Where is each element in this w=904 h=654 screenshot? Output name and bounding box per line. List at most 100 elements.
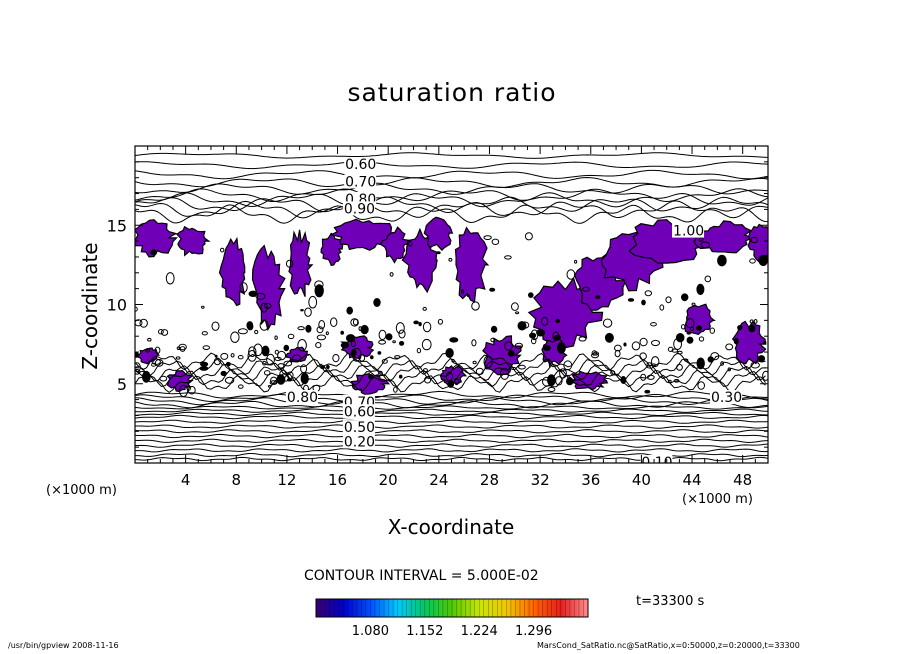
speckle-contour bbox=[304, 307, 312, 317]
speckle-contour bbox=[514, 342, 524, 349]
lower-contour-line bbox=[135, 390, 768, 399]
y-tick-label: 15 bbox=[107, 216, 127, 235]
speckle-contour bbox=[352, 318, 359, 326]
contour-label: 0.60 bbox=[344, 404, 375, 420]
speckle-contour bbox=[248, 346, 257, 358]
lower-contour-line bbox=[135, 433, 768, 439]
speckle-contour bbox=[422, 321, 432, 333]
speckle-contour bbox=[370, 355, 374, 360]
speckle-contour bbox=[179, 384, 188, 398]
speckle-contour bbox=[449, 337, 459, 343]
speckle-contour bbox=[472, 360, 477, 365]
lower-contour-line bbox=[135, 411, 768, 417]
saturated-region bbox=[218, 236, 246, 307]
speckle-contour bbox=[345, 334, 356, 343]
speckle-contour bbox=[541, 316, 549, 326]
speckle-contour bbox=[644, 389, 651, 394]
x-tick-label: 44 bbox=[682, 471, 701, 489]
speckle-contour bbox=[254, 329, 259, 335]
speckle-contour bbox=[274, 349, 279, 355]
speckle-contour bbox=[342, 346, 346, 349]
speckle-contour bbox=[368, 374, 374, 380]
speckle-contour bbox=[408, 240, 413, 247]
saturated-region bbox=[288, 229, 314, 297]
y-tick-label: 10 bbox=[107, 296, 127, 315]
speckle-contour bbox=[269, 380, 278, 385]
speckle-contour bbox=[259, 319, 269, 331]
footer-command: /usr/bin/gpview 2008-11-16 bbox=[8, 641, 119, 650]
mid-contour-line bbox=[135, 352, 766, 371]
x-tick-label: 8 bbox=[232, 471, 242, 489]
contour-label-bg bbox=[342, 201, 375, 216]
speckle-contour bbox=[350, 340, 356, 348]
speckle-contour bbox=[178, 343, 187, 351]
speckle-contour bbox=[297, 339, 307, 352]
contour-interval: CONTOUR INTERVAL = 5.000E-02 bbox=[304, 568, 539, 584]
speckle-contour bbox=[639, 337, 648, 347]
x-tick-label: 36 bbox=[581, 471, 600, 489]
speckle-contour bbox=[413, 320, 419, 325]
speckle-contour bbox=[179, 346, 186, 352]
speckle-contour bbox=[659, 304, 665, 311]
speckle-contour bbox=[639, 352, 647, 361]
mid-contour-line bbox=[135, 363, 766, 383]
saturated-region bbox=[454, 226, 490, 304]
speckle-contour bbox=[246, 321, 254, 330]
speckle-contour bbox=[147, 337, 152, 342]
speckle-contour bbox=[641, 299, 646, 306]
speckle-contour bbox=[340, 330, 345, 335]
contour-label: 0.90 bbox=[344, 201, 375, 217]
speckle-contour bbox=[248, 290, 258, 297]
speckle-contour bbox=[602, 318, 613, 328]
speckle-contour bbox=[263, 370, 271, 376]
speckle-contour bbox=[350, 348, 357, 357]
speckle-contour bbox=[277, 350, 287, 361]
speckle-contour bbox=[700, 241, 711, 249]
x-axis-label: X-coordinate bbox=[0, 515, 904, 539]
speckle-contour bbox=[150, 249, 158, 256]
x-tick-label: 28 bbox=[480, 471, 499, 489]
speckle-contour bbox=[377, 351, 382, 355]
saturated-region bbox=[379, 226, 410, 264]
speckle-contour bbox=[421, 338, 432, 351]
speckle-contour bbox=[578, 336, 587, 342]
speckle-contour bbox=[237, 355, 244, 360]
upper-contour-line bbox=[135, 169, 768, 180]
speckle-contour bbox=[202, 345, 211, 351]
speckle-contour bbox=[305, 324, 312, 333]
speckle-contour bbox=[749, 319, 754, 324]
plot-frame bbox=[134, 145, 769, 464]
contour-label: 0.30 bbox=[711, 390, 742, 406]
speckle-contour bbox=[165, 272, 175, 285]
speckle-contour bbox=[326, 365, 330, 369]
contour-label: 0.50 bbox=[344, 420, 375, 436]
contour-label: 0.20 bbox=[344, 434, 375, 450]
speckle-contour bbox=[651, 339, 660, 347]
x-axis-label-text: X-coordinate bbox=[387, 515, 515, 539]
contour-label: 0.60 bbox=[345, 157, 376, 173]
speckle-contour bbox=[753, 319, 758, 324]
lower-contour-line bbox=[135, 405, 768, 410]
speckle-contour bbox=[623, 342, 627, 347]
speckle-contour bbox=[614, 344, 622, 352]
speckle-contour bbox=[385, 333, 393, 341]
lower-contour-line bbox=[135, 394, 768, 403]
speckle-contour bbox=[201, 305, 205, 309]
colorbar-label: 1.152 bbox=[406, 624, 444, 639]
speckle-contour bbox=[515, 311, 520, 315]
speckle-contour bbox=[518, 364, 526, 370]
speckle-contour bbox=[418, 322, 422, 327]
speckle-contour bbox=[330, 317, 338, 328]
speckle-contour bbox=[582, 286, 590, 292]
speckle-contour bbox=[595, 295, 601, 299]
speckle-contour bbox=[448, 257, 453, 262]
lower-contour-line bbox=[135, 414, 768, 420]
speckle-contour bbox=[297, 326, 305, 331]
footer-source: MarsCond_SatRatio.nc@SatRatio,x=0:50000,… bbox=[537, 641, 800, 650]
speckle-contour bbox=[524, 232, 533, 241]
speckle-contour bbox=[262, 360, 267, 366]
speckle-contour bbox=[471, 339, 477, 347]
speckle-contour bbox=[154, 346, 161, 354]
speckle-contour bbox=[762, 370, 768, 381]
speckle-contour bbox=[499, 367, 510, 380]
